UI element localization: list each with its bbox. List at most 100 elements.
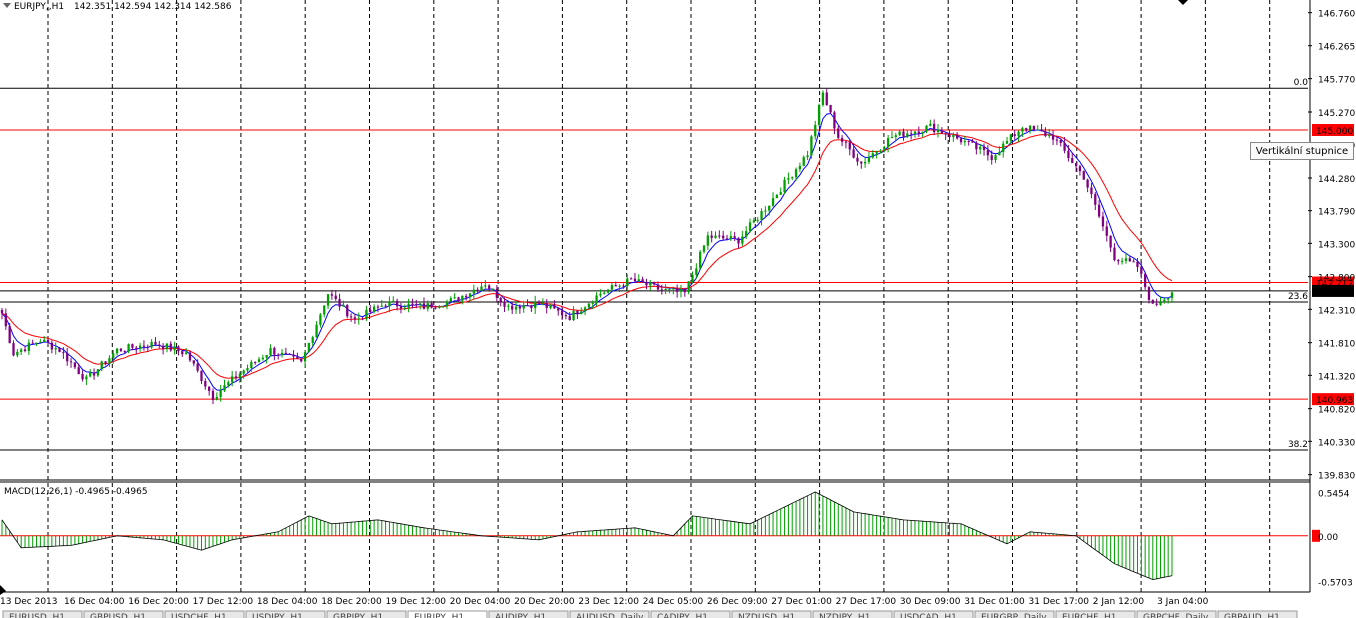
time-tick-label: 16 Dec 20:00	[128, 597, 189, 607]
candle-body	[1170, 292, 1174, 298]
candle-body	[372, 306, 376, 313]
candle-body	[990, 155, 993, 160]
scroll-arrow-icon[interactable]	[0, 585, 6, 595]
candle-body	[303, 352, 307, 362]
candle-body	[449, 298, 452, 302]
time-tick-label: 18 Dec 20:00	[321, 597, 382, 607]
candle-body	[963, 141, 966, 143]
candle-body	[710, 235, 713, 238]
candle-body	[135, 347, 138, 349]
candle-body	[1163, 299, 1166, 303]
price-level-tag	[1312, 124, 1354, 136]
candle-body	[1151, 299, 1154, 304]
candle-body	[8, 326, 11, 344]
candle-body	[779, 192, 782, 195]
candle-body	[142, 345, 146, 347]
candle-body	[618, 285, 621, 287]
candle-body	[1136, 261, 1139, 268]
candle-body	[557, 308, 560, 311]
tab[interactable]	[893, 610, 974, 618]
candle-body	[1028, 125, 1032, 131]
candle-body	[445, 301, 449, 307]
candle-body	[668, 288, 671, 290]
candle-body	[89, 372, 92, 377]
candle-body	[576, 310, 579, 315]
price-tick-label: 140.820	[1318, 406, 1355, 416]
candle-body	[633, 278, 637, 282]
candle-body	[238, 373, 241, 379]
candle-body	[66, 352, 69, 362]
price-tick-label: 140.330	[1318, 438, 1355, 448]
tab-label: USDCHF,,H1	[171, 613, 227, 618]
candle-body	[1147, 287, 1151, 300]
candle-body	[319, 314, 322, 325]
macd-tick-label: 0.00	[1318, 533, 1338, 543]
current-price-tag	[1312, 284, 1354, 297]
candle-body	[656, 284, 660, 290]
candle-body	[1025, 128, 1028, 131]
candle-body	[737, 237, 740, 244]
tab[interactable]	[812, 610, 893, 618]
fibo-level-label: 23.6	[1288, 292, 1308, 302]
candle-body	[480, 286, 483, 291]
candle-body	[181, 351, 184, 355]
tab[interactable]	[731, 610, 812, 618]
price-axis[interactable]: 146.760146.265145.770145.270144.780144.2…	[1308, 10, 1355, 482]
time-axis[interactable]: 13 Dec 2013 16 Dec 04:00 16 Dec 20:00 17 De…	[0, 597, 1209, 607]
horizontal-levels[interactable]: 145.000 142.712 140.963 142.586	[0, 124, 1354, 406]
candle-body	[1109, 235, 1112, 248]
tab-label: EURUSD,,H1	[9, 613, 65, 618]
candle-body	[1086, 179, 1089, 188]
candle-body	[1009, 134, 1013, 141]
tab[interactable]	[164, 610, 245, 618]
symbol-tabs[interactable]: EURUSD,,H1 GBPUSD,,H1 USDCHF,,H1 USDJPY,,H1…	[2, 610, 1298, 618]
candle-body	[783, 179, 786, 193]
candle-body	[54, 348, 57, 350]
candle-body	[395, 300, 399, 307]
candle-body	[234, 376, 238, 379]
candle-body	[430, 303, 433, 308]
tab-active[interactable]	[407, 610, 488, 618]
fibonacci-levels[interactable]: 0.0 23.6 38.2	[0, 78, 1308, 451]
tab[interactable]	[83, 610, 164, 618]
tab[interactable]	[569, 610, 650, 618]
tab[interactable]	[245, 610, 326, 618]
candle-body	[526, 305, 529, 307]
candle-body	[768, 205, 771, 211]
price-tick-label: 142.310	[1318, 306, 1355, 316]
candle-body	[549, 304, 552, 308]
candle-body	[564, 315, 568, 317]
tab-label: GBPCHF,,Daily	[1143, 613, 1209, 618]
candle-body	[250, 361, 253, 368]
candle-body	[798, 165, 802, 170]
candle-body	[1094, 194, 1097, 205]
macd-signal-line	[1, 491, 1173, 581]
time-tick-label: 23 Dec 12:00	[578, 597, 639, 607]
candle-body	[959, 138, 963, 143]
tab[interactable]	[488, 610, 569, 618]
candle-body	[499, 297, 502, 302]
candle-body	[580, 311, 583, 315]
tab[interactable]	[1055, 610, 1136, 618]
tab[interactable]	[1217, 610, 1298, 618]
candle-body	[119, 348, 123, 352]
candle-body	[169, 343, 172, 351]
candle-body	[967, 141, 970, 143]
macd-axis: 0.5454 0.00 -0.5703	[1312, 489, 1353, 588]
candle-body	[43, 339, 46, 342]
tab[interactable]	[974, 610, 1055, 618]
tab[interactable]	[1136, 610, 1217, 618]
tab[interactable]	[326, 610, 407, 618]
candle-body	[484, 285, 487, 287]
candle-body	[311, 337, 314, 343]
tab[interactable]	[2, 610, 83, 618]
candle-body	[369, 309, 372, 313]
time-tick-label: 16 Dec 04:00	[64, 597, 125, 607]
candle-body	[860, 161, 863, 164]
chart-menu-arrow-icon[interactable]	[3, 3, 11, 8]
candle-body	[583, 307, 587, 312]
candle-body	[465, 295, 468, 298]
candle-body	[637, 279, 640, 282]
tab[interactable]	[650, 610, 731, 618]
